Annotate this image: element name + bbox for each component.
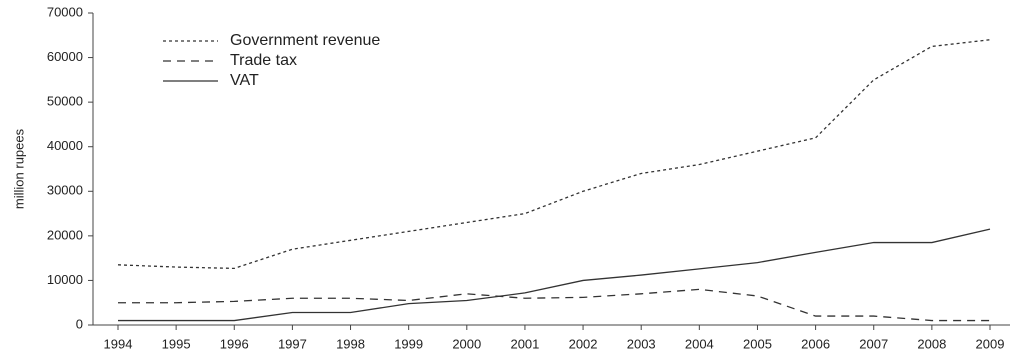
x-tick-label: 2009 [976,336,1005,351]
legend-label: Trade tax [230,52,297,69]
x-tick-label: 2005 [743,336,772,351]
series-line [118,228,991,322]
x-tick-label: 2007 [859,336,888,351]
x-tick-label: 1994 [104,336,133,351]
legend-label: VAT [230,72,259,89]
x-tick-label: 2004 [685,336,714,351]
x-tick-label: 1999 [394,336,423,351]
y-tick-label: 10000 [47,272,83,287]
x-tick-label: 1996 [220,336,249,351]
y-tick-label: 40000 [47,138,83,153]
y-tick-label: 0 [76,316,83,331]
series-line [118,288,990,322]
x-tick-label: 2003 [627,336,656,351]
y-tick-label: 70000 [47,4,83,19]
x-tick-label: 2001 [510,336,539,351]
y-tick-label: 50000 [47,94,83,109]
x-tick-label: 2000 [452,336,481,351]
x-tick-label: 1998 [336,336,365,351]
x-tick-label: 1997 [278,336,307,351]
y-tick-label: 30000 [47,183,83,198]
x-tick-label: 2008 [917,336,946,351]
y-tick-label: 60000 [47,49,83,64]
y-axis-label: million rupees [11,128,26,209]
x-tick-label: 1995 [162,336,191,351]
series-line [117,39,991,270]
x-tick-label: 2006 [801,336,830,351]
y-tick-label: 20000 [47,227,83,242]
x-tick-label: 2002 [569,336,598,351]
legend-label: Government revenue [230,32,380,49]
